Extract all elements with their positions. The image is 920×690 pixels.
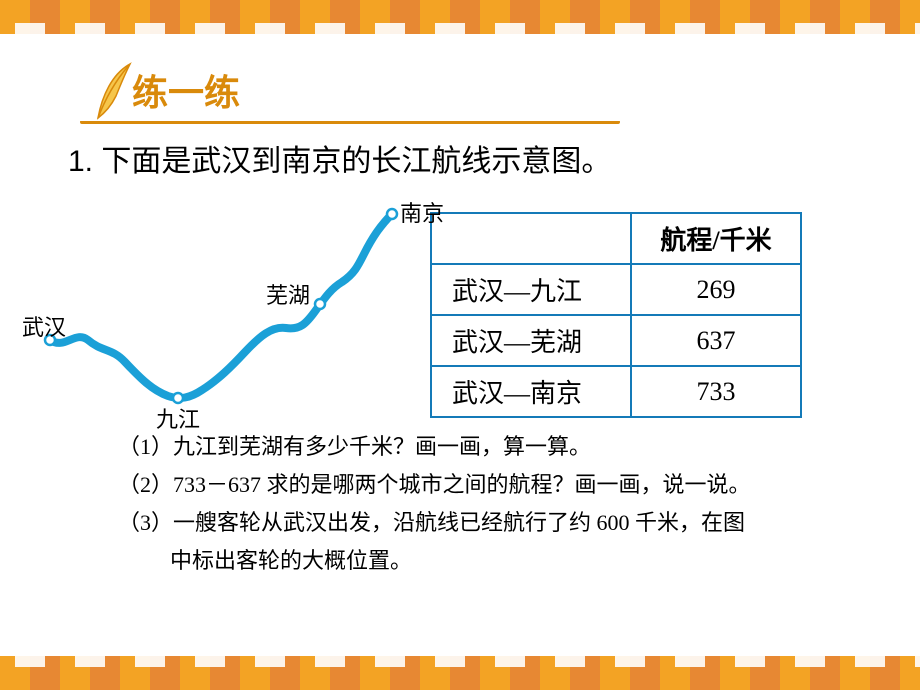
section-header: 练一练	[90, 60, 890, 122]
feather-icon	[90, 60, 136, 122]
label-jiujiang: 九江	[156, 402, 200, 434]
question-2: （2）733－637 求的是哪两个城市之间的航程？画一画，说一说。	[118, 466, 890, 504]
table-row: 武汉—南京 733	[431, 366, 801, 417]
river-path-icon	[20, 190, 440, 420]
section-title: 练一练	[132, 64, 240, 116]
decorative-top-border	[0, 0, 920, 34]
route-label: 武汉—芜湖	[431, 315, 631, 366]
label-wuhan: 武汉	[22, 310, 66, 342]
distance-table: 航程/千米 武汉—九江 269 武汉—芜湖 637 武汉—南京 733	[430, 212, 802, 418]
label-nanjing: 南京	[400, 196, 444, 228]
route-label: 武汉—九江	[431, 264, 631, 315]
question-3-line2: 中标出客轮的大概位置。	[118, 542, 890, 580]
title-underline	[80, 120, 620, 124]
table-header-blank	[431, 213, 631, 264]
route-value: 637	[631, 315, 801, 366]
route-label: 武汉—南京	[431, 366, 631, 417]
question-1: （1）九江到芜湖有多少千米？画一画，算一算。	[118, 428, 890, 466]
table-row: 武汉—芜湖 637	[431, 315, 801, 366]
figure-row: 武汉 九江 芜湖 南京 航程/千米 武汉—九江 269 武汉—芜湖 637 武汉…	[30, 190, 890, 420]
table-row: 航程/千米	[431, 213, 801, 264]
decorative-bottom-border	[0, 656, 920, 690]
route-value: 269	[631, 264, 801, 315]
problem-statement: 1. 下面是武汉到南京的长江航线示意图。	[68, 136, 890, 180]
question-3-line1: （3）一艘客轮从武汉出发，沿航线已经航行了约 600 千米，在图	[118, 504, 890, 542]
route-map: 武汉 九江 芜湖 南京	[20, 190, 440, 420]
questions: （1）九江到芜湖有多少千米？画一画，算一算。 （2）733－637 求的是哪两个…	[118, 428, 890, 580]
table-header-distance: 航程/千米	[631, 213, 801, 264]
table-row: 武汉—九江 269	[431, 264, 801, 315]
label-wuhu: 芜湖	[266, 278, 310, 310]
route-value: 733	[631, 366, 801, 417]
slide-content: 练一练 1. 下面是武汉到南京的长江航线示意图。 武汉 九江 芜湖 南京 航程/…	[0, 60, 920, 650]
